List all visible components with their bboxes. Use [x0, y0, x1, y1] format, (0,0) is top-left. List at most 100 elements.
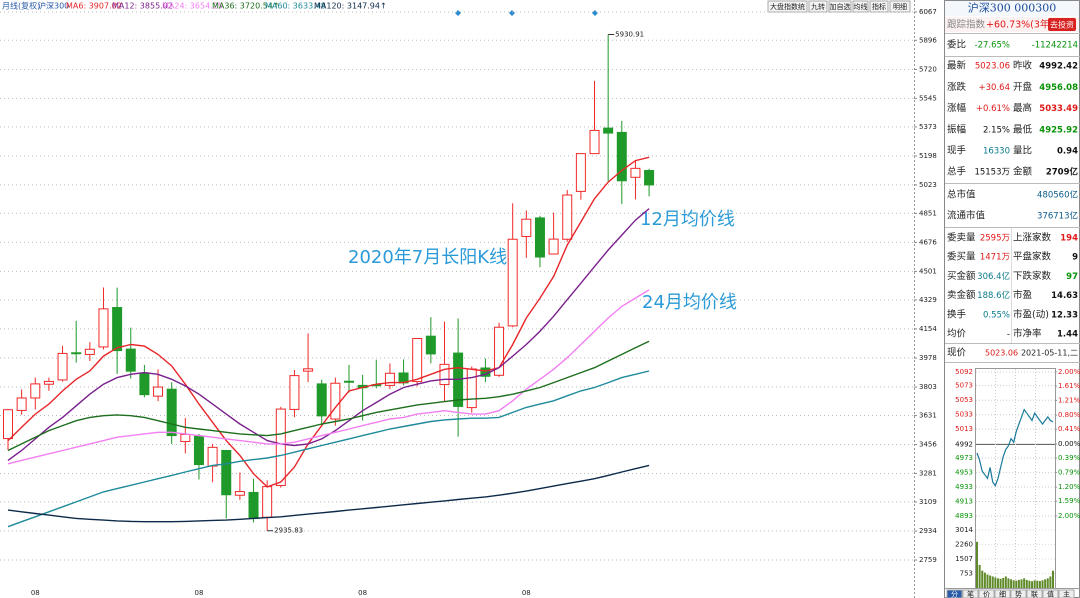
tab-label[interactable]: 值 — [1047, 590, 1054, 598]
toolbar-label[interactable]: 明细 — [893, 2, 907, 11]
tab-label[interactable]: 联 — [1031, 590, 1038, 598]
candle-body — [494, 326, 505, 376]
quote-value: 1.44 — [1057, 330, 1078, 340]
tab[interactable] — [978, 589, 995, 598]
intraday-y-label: 5013 — [955, 425, 973, 433]
quote-value: 0.94 — [1057, 147, 1078, 157]
toolbar-button[interactable] — [767, 0, 808, 13]
toolbar-button[interactable] — [869, 0, 889, 13]
y-tick-label: 5545 — [919, 94, 937, 102]
panel-title: 沪深300 000300 — [968, 1, 1056, 15]
tab[interactable] — [1042, 589, 1059, 598]
volume-bar — [981, 570, 984, 588]
period-label: 月线(复权) — [2, 1, 40, 11]
annotation: 12月均价线 — [640, 209, 735, 230]
candle-body — [439, 363, 450, 386]
tab-label[interactable]: 分 — [951, 590, 958, 598]
candle-body — [630, 167, 641, 178]
panel-header-bg — [945, 1, 1079, 16]
volume-bar — [1044, 579, 1047, 588]
tab-label[interactable]: 主 — [1063, 590, 1070, 598]
invest-button[interactable] — [1048, 18, 1076, 31]
y-tick-label: 3978 — [919, 354, 937, 362]
annotation: 24月均价线 — [642, 292, 737, 313]
quote-value: 5033.49 — [1039, 104, 1078, 114]
y-tick-label: 4154 — [919, 325, 937, 333]
intraday-y2-label: 0.79% — [1058, 468, 1080, 476]
tab[interactable] — [1026, 589, 1043, 598]
toolbar-label[interactable]: 均线 — [854, 2, 868, 11]
x-tick-label: 08 — [522, 589, 531, 597]
quote-label: 涨幅 — [947, 102, 967, 114]
toolbar-label[interactable]: 加自选 — [830, 2, 851, 11]
volume-bar — [1017, 579, 1020, 588]
toolbar-label[interactable]: 九转 — [811, 2, 825, 11]
intraday-y-label: 4893 — [955, 512, 973, 520]
quote-label: 金额 — [1013, 166, 1033, 178]
tab[interactable] — [1058, 589, 1075, 598]
intraday-y2-label: 2.00% — [1058, 368, 1080, 376]
tab[interactable] — [962, 589, 979, 598]
tab-label[interactable]: 价 — [983, 591, 990, 598]
legend-entry: MA12: 3855.02 — [112, 2, 173, 11]
candle-body — [548, 238, 559, 255]
candle-body — [330, 382, 341, 420]
candle-body — [57, 352, 68, 381]
quote-value: 306.4亿 — [977, 271, 1010, 282]
volume-tick-label: 753 — [960, 570, 973, 578]
y-tick-label: 6067 — [919, 8, 937, 16]
volume-bar — [1020, 579, 1023, 588]
track-label: 跟踪指数 — [947, 19, 986, 31]
candle-body — [262, 486, 273, 518]
quote-value: - — [1007, 330, 1010, 340]
candle-body — [534, 217, 545, 258]
quote-label: 流通市值 — [947, 210, 986, 222]
volume-bar — [986, 574, 989, 588]
quote-value: 97 — [1066, 272, 1078, 282]
tab[interactable] — [946, 589, 963, 598]
legend-entry: MA60: 3633.48 — [265, 2, 326, 11]
intraday-y2-label: 0.00% — [1058, 440, 1080, 448]
quote-label: 平盘家数 — [1013, 251, 1052, 263]
tab[interactable] — [994, 589, 1011, 598]
y-tick-label: 3109 — [919, 498, 937, 506]
y-tick-label: 4676 — [919, 238, 937, 246]
intraday-y-label: 5053 — [955, 396, 973, 404]
quote-label: 现手 — [947, 145, 967, 157]
toolbar-label[interactable]: 指标 — [872, 2, 886, 11]
volume-bar — [1046, 578, 1049, 588]
volume-bar — [996, 578, 999, 588]
intraday-y2-label: 1.59% — [1058, 497, 1080, 505]
intraday-line — [976, 408, 1054, 487]
intraday-y-label: 4953 — [955, 469, 973, 477]
tab-label[interactable]: 细 — [999, 590, 1006, 598]
tab[interactable] — [1010, 589, 1027, 598]
legend-entry: MA24: 3654.25 — [162, 2, 223, 11]
tab-label[interactable]: 笔 — [967, 590, 974, 598]
quote-value: -11242214 — [1032, 41, 1078, 51]
quote-label: 委卖量 — [947, 232, 976, 244]
candle-body — [125, 348, 136, 372]
tab-label[interactable]: 势 — [1015, 590, 1022, 598]
volume-bar — [1012, 580, 1015, 588]
toolbar-label[interactable]: 大盘指数统 — [770, 2, 805, 11]
volume-bar — [1052, 570, 1054, 588]
y-tick-label: 5373 — [919, 123, 937, 131]
candle-body — [412, 338, 423, 383]
intraday-y2-label: 1.20% — [1058, 483, 1080, 491]
volume-bar — [999, 578, 1002, 588]
candle-body — [221, 450, 232, 496]
candle-body — [344, 380, 354, 383]
volume-bar — [978, 564, 981, 588]
quote-label: 下跌家数 — [1013, 270, 1052, 282]
annotation: 2020年7月长阳K线 — [348, 247, 507, 268]
invest-button-label[interactable]: 去投资 — [1050, 20, 1074, 30]
y-tick-label: 4851 — [919, 209, 937, 217]
quote-value: +30.64 — [979, 83, 1010, 93]
quote-value: 4956.08 — [1039, 83, 1078, 93]
volume-tick-label: 3014 — [955, 526, 973, 534]
extreme-label: 5930.91 — [615, 31, 644, 39]
toolbar-button[interactable] — [808, 0, 828, 13]
candle-body — [3, 409, 13, 440]
